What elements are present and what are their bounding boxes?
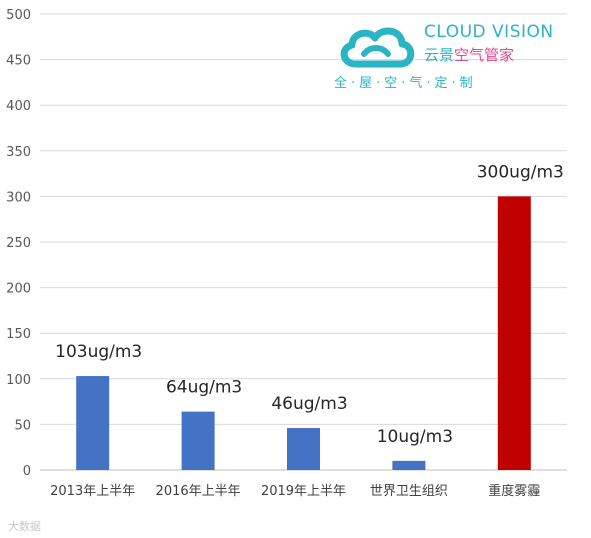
y-tick-label: 200 [6, 282, 31, 297]
y-tick-label: 0 [23, 464, 31, 479]
bar [181, 411, 215, 470]
y-axis-ticks: 0 50 100 150 200 250 300 350 400 450 500 [6, 8, 31, 479]
watermark: 大数据 [8, 520, 41, 533]
y-tick-label: 400 [6, 99, 31, 114]
bars [76, 196, 531, 470]
y-tick-label: 300 [6, 190, 31, 205]
logo-chinese-name-b: 空气管家 [454, 46, 515, 64]
data-label: 103ug/m3 [55, 342, 142, 362]
bar [497, 196, 531, 470]
y-tick-label: 250 [6, 236, 31, 251]
y-tick-label: 150 [6, 327, 31, 342]
y-tick-label: 50 [14, 418, 31, 433]
cloud-icon [340, 27, 415, 68]
bar [392, 460, 426, 470]
bar [287, 428, 320, 470]
logo-chinese-name: 云景空气管家 [424, 44, 514, 65]
logo-english-name: CLOUD VISION [424, 22, 554, 42]
cloud-vision-logo: CLOUD VISION 云景空气管家 全·屋·空·气·定·制 [334, 18, 554, 98]
data-label: 300ug/m3 [477, 162, 564, 182]
data-label: 10ug/m3 [377, 427, 453, 447]
y-tick-label: 500 [6, 8, 31, 23]
gridlines [40, 13, 567, 471]
x-axis-categories: 2013年上半年 2016年上半年 2019年上半年 世界卫生组织 重度雾霾 [50, 483, 540, 499]
bar [76, 376, 110, 470]
data-labels: 103ug/m3 64ug/m3 46ug/m3 10ug/m3 300ug/m3 [55, 162, 564, 446]
x-category-label: 重度雾霾 [488, 483, 540, 499]
x-category-label: 2016年上半年 [156, 484, 241, 499]
data-label: 64ug/m3 [166, 378, 242, 398]
y-tick-label: 100 [6, 373, 31, 388]
x-category-label: 世界卫生组织 [370, 484, 448, 499]
data-label: 46ug/m3 [271, 394, 347, 414]
logo-slogan: 全·屋·空·气·定·制 [334, 76, 477, 91]
y-tick-label: 350 [6, 145, 31, 160]
x-category-label: 2013年上半年 [50, 484, 135, 499]
logo-chinese-name-a: 云景 [424, 46, 455, 64]
x-category-label: 2019年上半年 [261, 484, 346, 499]
y-tick-label: 450 [6, 54, 31, 69]
